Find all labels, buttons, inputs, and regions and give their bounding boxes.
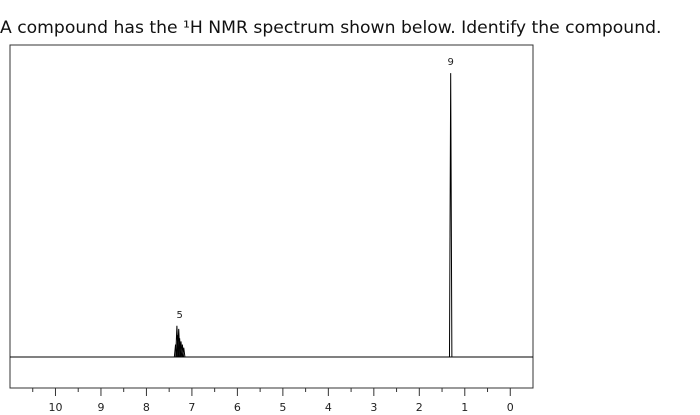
x-tick-label: 1 (461, 401, 468, 414)
integration-label: 5 (176, 310, 182, 321)
x-tick-label: 4 (325, 401, 332, 414)
x-tick-label: 2 (416, 401, 423, 414)
plot-frame (9, 44, 534, 389)
x-tick-label: 0 (507, 401, 514, 414)
x-tick-label: 3 (370, 401, 377, 414)
x-tick-label: 6 (234, 401, 241, 414)
question: A compound has the ¹H NMR spectrum shown… (0, 18, 662, 38)
x-tick-label: 5 (279, 401, 286, 414)
x-tick-label: 8 (143, 401, 150, 414)
peak (448, 73, 453, 358)
x-tick-label: 7 (188, 401, 195, 414)
integration-label: 9 (447, 57, 453, 68)
x-tick-label: 10 (48, 401, 62, 414)
x-tick-label: 9 (97, 401, 104, 414)
peak (182, 347, 186, 358)
